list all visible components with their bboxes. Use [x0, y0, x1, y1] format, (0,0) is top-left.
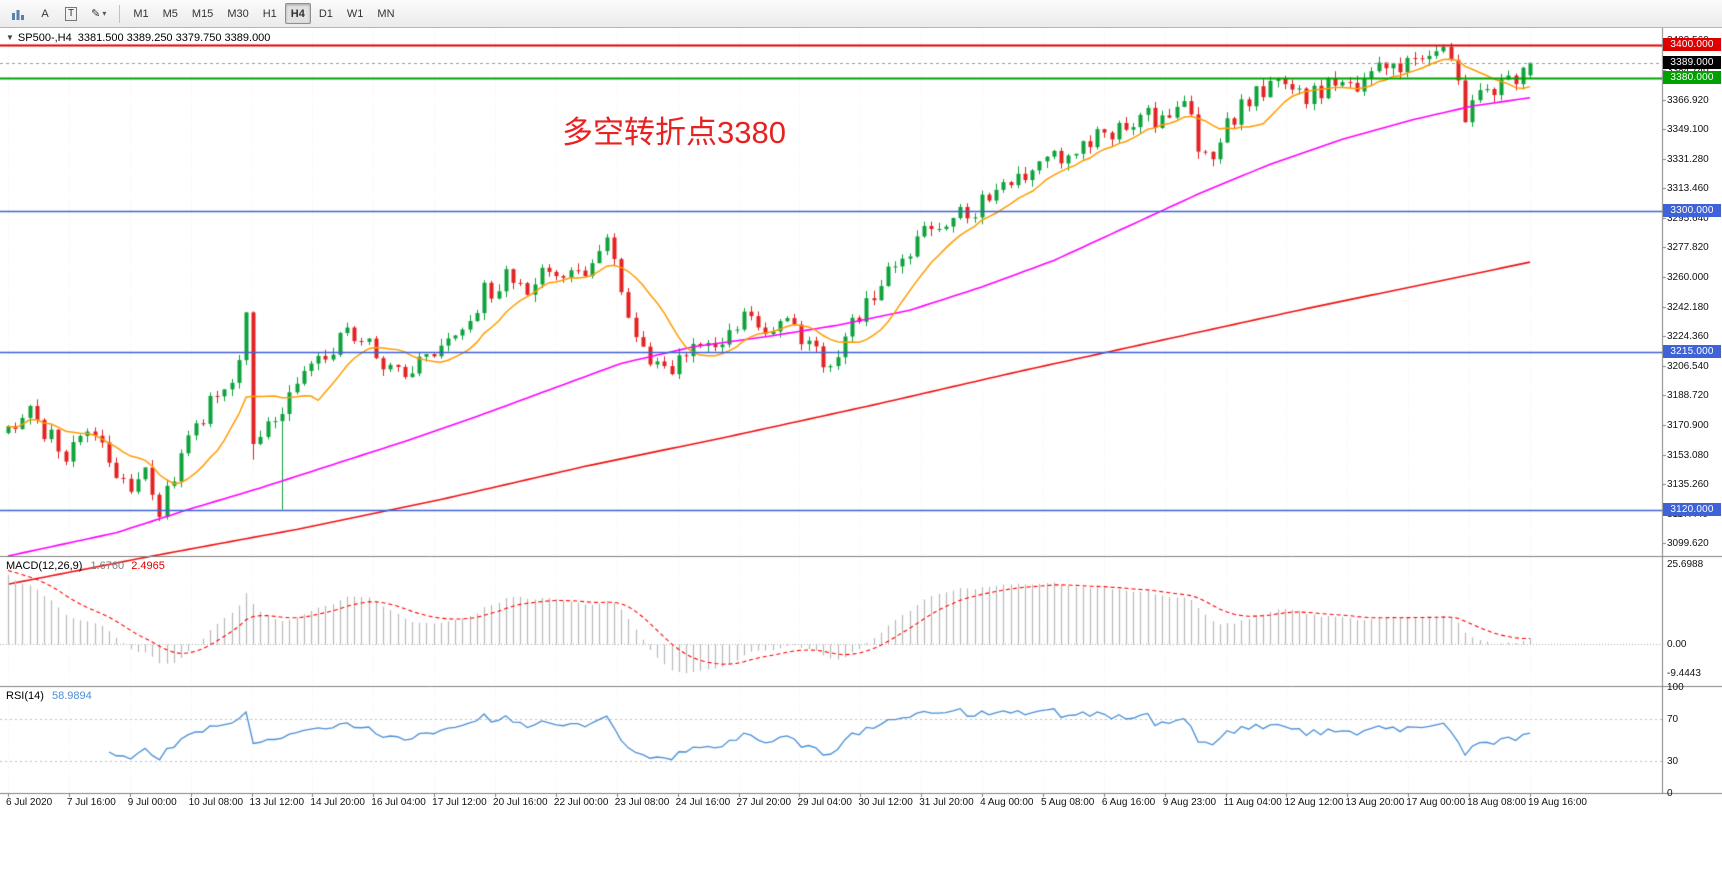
- time-axis-label: 9 Aug 23:00: [1162, 797, 1217, 808]
- price-tick-label: 3224.360: [1667, 331, 1709, 343]
- timeframe-button-d1[interactable]: D1: [313, 3, 339, 24]
- time-axis-label: 19 Aug 16:00: [1528, 797, 1587, 808]
- price-tick-label: 3099.620: [1667, 538, 1709, 550]
- textbox-tool-button[interactable]: T: [59, 3, 83, 24]
- rsi-axis-label: 30: [1667, 756, 1679, 768]
- time-axis-label: 11 Aug 04:00: [1223, 797, 1282, 808]
- textbox-tool-label: T: [65, 6, 78, 21]
- text-tool-label: A: [41, 7, 49, 20]
- time-axis-label: 18 Aug 08:00: [1467, 797, 1527, 808]
- rsi-name: RSI(14): [6, 690, 44, 702]
- price-level-badge-3120.000[interactable]: 3120.000: [1663, 502, 1721, 516]
- price-tick-label: 3206.540: [1667, 360, 1709, 372]
- macd-signal-value: 2.4965: [131, 560, 165, 572]
- macd-indicator-label: MACD(12,26,9) 1.6760 2.4965: [6, 560, 165, 572]
- timeframe-button-m1[interactable]: M1: [127, 3, 154, 24]
- current-price-badge[interactable]: 3389.000: [1663, 55, 1721, 69]
- time-axis-label: 29 Jul 04:00: [797, 797, 852, 808]
- pencil-icon: ✎: [91, 8, 101, 20]
- timeframe-group: M1 M5 M15 M30 H1 H4 D1 W1 MN: [126, 3, 401, 24]
- rsi-axis-label: 0: [1667, 788, 1673, 799]
- rsi-value: 58.9894: [51, 690, 92, 702]
- price-tick-label: 3277.820: [1667, 242, 1709, 254]
- timeframe-button-h1[interactable]: H1: [257, 3, 283, 24]
- time-axis-label: 4 Aug 00:00: [980, 797, 1034, 808]
- time-axis-label: 30 Jul 12:00: [858, 797, 913, 808]
- symbol-info: ▼ SP500-,H4 3381.500 3389.250 3379.750 338…: [6, 32, 270, 44]
- time-axis-label: 16 Jul 04:00: [371, 797, 426, 808]
- time-axis-label: 17 Aug 00:00: [1406, 797, 1466, 808]
- chart-dropdown-icon[interactable]: ▼: [6, 33, 14, 42]
- macd-axis-label: -9.4443: [1667, 668, 1701, 680]
- price-tick-label: 3260.000: [1667, 272, 1709, 284]
- toolbar-separator: [119, 4, 121, 23]
- time-axis-label: 6 Jul 2020: [6, 797, 53, 808]
- bar-chart-icon: [12, 9, 24, 20]
- macd-main-value: 1.6760: [90, 560, 125, 572]
- rsi-axis-label: 100: [1667, 682, 1684, 693]
- time-axis-label: 10 Jul 08:00: [188, 797, 244, 808]
- macd-axis-label: 25.6988: [1667, 559, 1704, 571]
- time-axis-label: 5 Aug 08:00: [1040, 797, 1095, 808]
- timeframe-button-m15[interactable]: M15: [186, 3, 219, 24]
- price-level-badge-3380.000[interactable]: 3380.000: [1663, 70, 1721, 84]
- time-axis-label: 17 Jul 12:00: [432, 797, 487, 808]
- price-tick-label: 3366.920: [1667, 94, 1709, 106]
- toolbar: A T ✎ ▾ M1 M5 M15 M30 H1 H4 D1 W1 MN: [0, 0, 1722, 28]
- chart-type-button[interactable]: [5, 3, 31, 24]
- rsi-indicator-label: RSI(14) 58.9894: [6, 690, 92, 702]
- macd-axis-label: 0.00: [1667, 639, 1687, 651]
- price-tick-label: 3170.900: [1667, 419, 1709, 431]
- timeframe-button-m5[interactable]: M5: [157, 3, 184, 24]
- time-axis-label: 31 Jul 20:00: [919, 797, 974, 808]
- time-axis-label: 23 Jul 08:00: [614, 797, 670, 808]
- symbol-title: SP500-,H4: [17, 32, 72, 44]
- chevron-down-icon: ▾: [102, 9, 107, 18]
- draw-tool-button[interactable]: ✎ ▾: [85, 3, 112, 24]
- chart-annotation-text[interactable]: 多空转折点3380: [562, 115, 786, 150]
- price-tick-label: 3188.720: [1667, 390, 1709, 402]
- time-axis-label: 7 Jul 16:00: [66, 797, 116, 808]
- time-axis-label: 9 Jul 00:00: [127, 797, 177, 808]
- price-tick-label: 3384.740: [1667, 65, 1709, 76]
- price-tick-label: 3153.080: [1667, 449, 1709, 461]
- timeframe-button-mn[interactable]: MN: [371, 3, 400, 24]
- price-tick-label: 3331.280: [1667, 153, 1709, 165]
- macd-name: MACD(12,26,9): [6, 560, 83, 572]
- timeframe-button-w1[interactable]: W1: [341, 3, 370, 24]
- rsi-axis-label: 70: [1667, 713, 1679, 725]
- time-axis-label: 13 Jul 12:00: [249, 797, 305, 808]
- time-axis-label: 27 Jul 20:00: [736, 797, 792, 808]
- price-tick-label: 3242.180: [1667, 301, 1709, 313]
- price-tick-label: 3135.260: [1667, 479, 1709, 491]
- time-axis-label: 13 Aug 20:00: [1345, 797, 1405, 808]
- timeframe-button-m30[interactable]: M30: [221, 3, 254, 24]
- time-axis-label: 22 Jul 00:00: [553, 797, 609, 808]
- time-axis-label: 6 Aug 16:00: [1101, 797, 1156, 808]
- price-tick-label: 3295.640: [1667, 212, 1709, 224]
- symbol-ohlc-values: 3381.500 3389.250 3379.750 3389.000: [77, 32, 271, 44]
- price-level-badge-3215.000[interactable]: 3215.000: [1663, 344, 1721, 358]
- timeframe-button-h4[interactable]: H4: [284, 3, 311, 24]
- price-level-badge-3300.000[interactable]: 3300.000: [1663, 203, 1721, 217]
- time-axis-label: 12 Aug 12:00: [1284, 797, 1344, 808]
- price-level-badge-3400.000[interactable]: 3400.000: [1663, 37, 1721, 51]
- text-tool-button[interactable]: A: [33, 3, 57, 24]
- time-axis-label: 14 Jul 20:00: [310, 797, 365, 808]
- time-axis-label: 20 Jul 16:00: [493, 797, 548, 808]
- price-tick-label: 3313.460: [1667, 183, 1709, 195]
- price-tick-label: 3349.100: [1667, 124, 1709, 136]
- time-axis-label: 24 Jul 16:00: [675, 797, 731, 808]
